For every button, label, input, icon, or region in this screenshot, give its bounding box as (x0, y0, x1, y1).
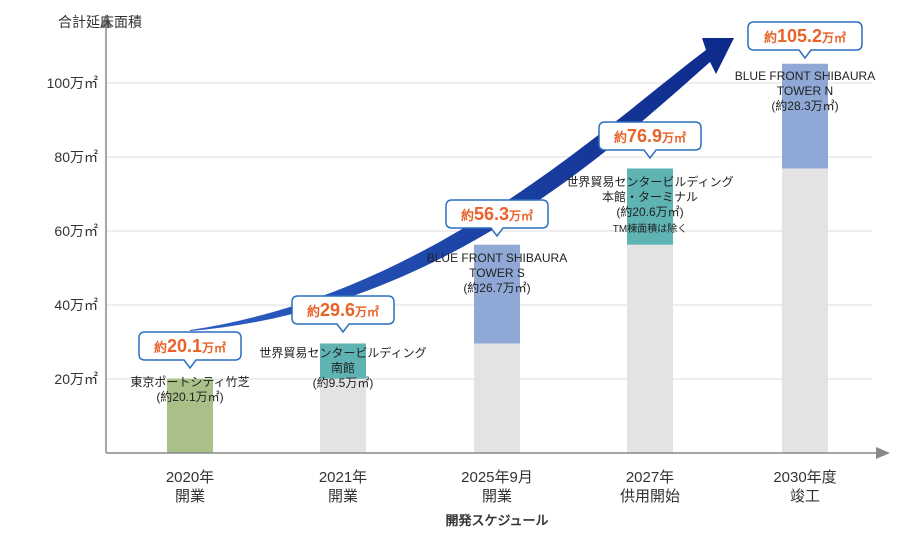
callout-unit: 万㎡ (661, 130, 686, 145)
y-ticks: 20万㎡ 40万㎡ 60万㎡ 80万㎡ 100万㎡ (47, 75, 98, 387)
bar-added-segment (474, 244, 520, 344)
x-category-label-line2: 竣工 (790, 488, 820, 505)
callout-unit: 万㎡ (354, 304, 379, 319)
bar-added-segment (782, 63, 828, 169)
y-axis-title: 合計延床面積 (58, 14, 142, 30)
x-category-label-line1: 2020年 (166, 469, 214, 486)
bar-base-segment (782, 168, 828, 453)
total-callout-box (445, 199, 549, 238)
x-category-label-line2: 開業 (328, 488, 358, 505)
bar-note-line: TOWER N (777, 84, 833, 98)
callout-value: 29.6 (320, 300, 355, 320)
y-tick-label: 80万㎡ (54, 149, 98, 165)
total-callout-text: 約105.2万㎡ (764, 26, 846, 46)
axes (100, 14, 890, 459)
y-tick-label: 60万㎡ (54, 223, 98, 239)
callout-prefix: 約 (614, 130, 627, 145)
bar-note-line: (約26.7万㎡) (463, 280, 530, 295)
bar-note-line: (約20.1万㎡) (156, 389, 223, 404)
callout-value: 56.3 (474, 204, 509, 224)
callout-value: 20.1 (167, 336, 202, 356)
bars-group (167, 63, 828, 453)
total-callout-box (291, 295, 395, 334)
total-callout-text: 約76.9万㎡ (614, 126, 686, 146)
total-callout-box (138, 331, 242, 370)
bar-note-line: 世界貿易センタービルディング (259, 345, 426, 360)
x-category-label-line1: 2027年 (626, 469, 674, 486)
callout-prefix: 約 (307, 304, 320, 319)
bar-note-line: (約20.6万㎡) (616, 204, 683, 219)
x-category-label-line2: 供用開始 (620, 488, 680, 505)
total-callout-box (747, 21, 863, 60)
callout-prefix: 約 (154, 340, 167, 355)
bar-note-line: 南館 (331, 360, 355, 375)
callout-value: 105.2 (777, 26, 822, 46)
bar-note-line: 東京ポートシティ竹芝 (130, 374, 249, 389)
bar-note-line: 世界貿易センタービルディング (566, 174, 733, 189)
callout-prefix: 約 (764, 30, 777, 45)
total-callout-box (598, 121, 702, 160)
y-tick-label: 40万㎡ (54, 297, 98, 313)
total-callout-text: 約56.3万㎡ (461, 204, 533, 224)
x-category-label-line1: 2030年度 (773, 469, 836, 486)
x-axis-title: 開発スケジュール (445, 513, 548, 528)
y-axis-arrowhead (100, 14, 112, 28)
bar-base-segment (474, 343, 520, 453)
callout-value: 76.9 (627, 126, 662, 146)
x-category-label-line2: 開業 (482, 488, 512, 505)
y-tick-label: 20万㎡ (54, 371, 98, 387)
callout-unit: 万㎡ (508, 208, 533, 223)
bar-note-line: (約9.5万㎡) (313, 375, 374, 390)
bar-added-segment (627, 168, 673, 245)
bar-added-segment (167, 378, 213, 453)
x-category-label-line1: 2021年 (319, 469, 367, 486)
total-callout-text: 約20.1万㎡ (154, 336, 226, 356)
bar-base-segment (320, 378, 366, 453)
y-tick-label: 100万㎡ (47, 75, 98, 91)
x-category-label-line2: 開業 (175, 488, 205, 505)
bar-note-line: BLUE FRONT SHIBAURA (735, 69, 875, 83)
bar-added-segment (320, 343, 366, 379)
bar-note-line: (約28.3万㎡) (771, 98, 838, 113)
bar-notes: 東京ポートシティ竹芝(約20.1万㎡)世界貿易センタービルディング南館(約9.5… (130, 69, 875, 404)
callout-unit: 万㎡ (201, 340, 226, 355)
bar-note-line: 本館・ターミナル (602, 189, 698, 204)
bar-note-line: TOWER S (469, 266, 525, 280)
total-callout-text: 約29.6万㎡ (307, 300, 379, 320)
bar-note-line: BLUE FRONT SHIBAURA (427, 251, 567, 265)
bar-base-segment (627, 244, 673, 453)
x-category-label-line1: 2025年9月 (461, 469, 533, 486)
bar-note-small: TM棟面積は除く (613, 222, 687, 235)
callout-unit: 万㎡ (821, 30, 846, 45)
callout-prefix: 約 (461, 208, 474, 223)
x-axis-arrowhead (876, 447, 890, 459)
